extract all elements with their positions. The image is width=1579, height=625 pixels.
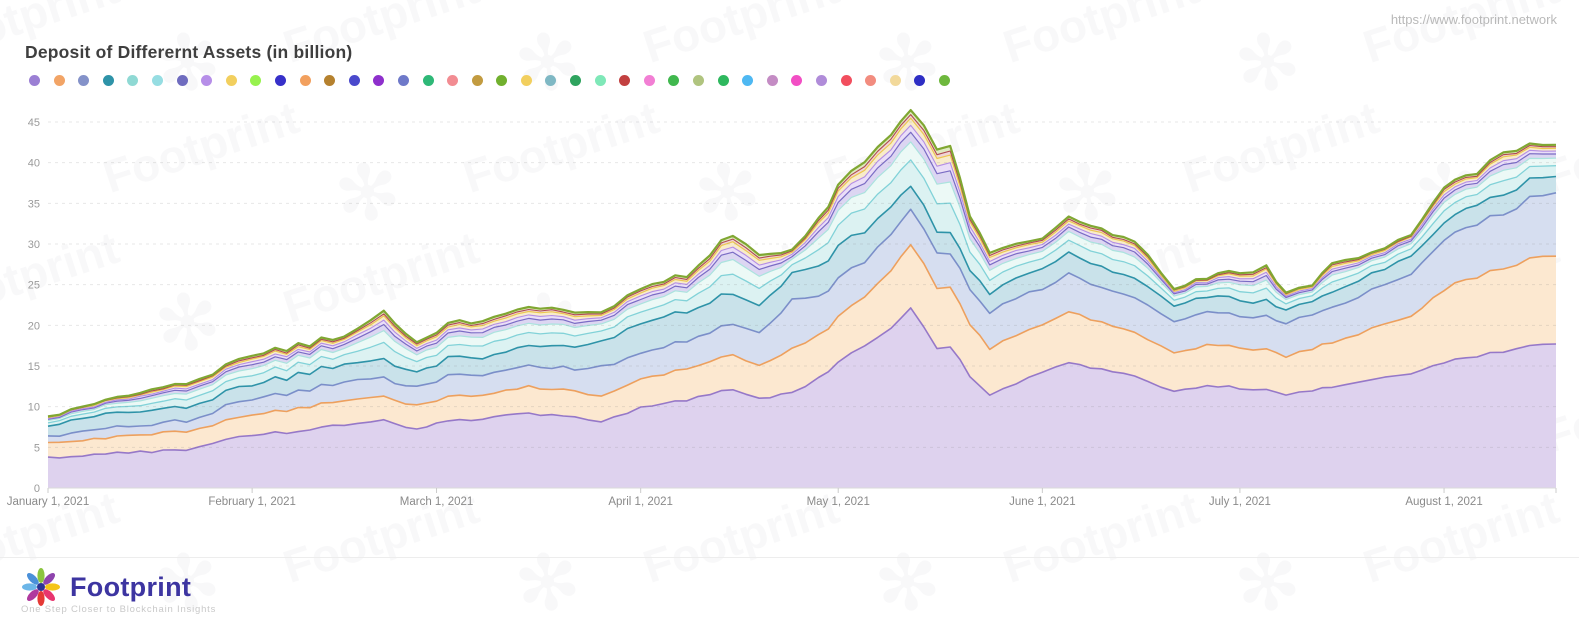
legend-dot[interactable] xyxy=(53,75,65,86)
asset-thin-yellow-line xyxy=(47,117,1557,419)
legend-dot[interactable] xyxy=(594,75,606,86)
asset-pale-cyan-1-area[interactable] xyxy=(48,159,1556,427)
legend-dot[interactable] xyxy=(324,75,336,86)
legend-dot[interactable] xyxy=(742,75,754,86)
logo-petal xyxy=(37,591,45,606)
legend-dot[interactable] xyxy=(225,75,237,86)
asset-pale-cyan-1-line xyxy=(47,159,1557,424)
legend-dot[interactable] xyxy=(668,75,680,86)
x-axis-tick-label: February 1, 2021 xyxy=(208,496,296,508)
footprint-watermark-text: Footprint xyxy=(996,0,1205,73)
legend-dot[interactable] xyxy=(373,75,385,86)
legend-dot[interactable] xyxy=(816,75,827,86)
y-axis-tick-label: 30 xyxy=(28,239,40,251)
asset-teal-area[interactable] xyxy=(48,176,1556,437)
asset-thin-violet-area[interactable] xyxy=(48,125,1556,420)
legend-dot[interactable] xyxy=(840,75,852,86)
legend-dot[interactable] xyxy=(889,75,901,86)
legend-dot[interactable] xyxy=(176,75,188,86)
logo-petal xyxy=(43,589,56,602)
legend-dot[interactable] xyxy=(422,75,434,86)
legend-dot[interactable] xyxy=(619,75,631,86)
asset-pale-cyan-2-line xyxy=(47,141,1557,422)
asset-thin-purple-area[interactable] xyxy=(48,132,1556,421)
asset-pale-cyan-2-area[interactable] xyxy=(48,141,1556,423)
legend-dot[interactable] xyxy=(570,75,582,86)
legend-dot[interactable] xyxy=(29,75,40,86)
legend-dot[interactable] xyxy=(471,75,483,86)
legend-dot[interactable] xyxy=(78,75,90,86)
y-axis-tick-label: 35 xyxy=(28,198,40,210)
y-axis-tick-label: 5 xyxy=(34,442,40,454)
legend-dot[interactable] xyxy=(127,75,139,86)
y-axis-tick-label: 10 xyxy=(28,402,40,414)
x-axis-tick-label: January 1, 2021 xyxy=(7,496,89,508)
y-axis-tick-label: 0 xyxy=(34,483,40,495)
footer: Footprint One Step Closer to Blockchain … xyxy=(0,557,1579,625)
asset-periwinkle-area[interactable] xyxy=(48,192,1556,443)
logo-petal xyxy=(22,583,37,591)
legend-dot[interactable] xyxy=(717,75,729,86)
brand-name: Footprint xyxy=(70,571,192,602)
footer-tagline: One Step Closer to Blockchain Insights xyxy=(21,604,217,615)
legend-dot[interactable] xyxy=(496,75,508,86)
footprint-logo-flower-icon xyxy=(22,568,60,606)
stacked-area-chart[interactable]: 0 5 10 15 20 25 30 35 40 45 January 1, 2021 Februar… xyxy=(0,95,1579,525)
asset-periwinkle-line xyxy=(47,192,1557,437)
legend-dot[interactable] xyxy=(938,75,950,86)
legend-dot[interactable] xyxy=(348,75,360,86)
asset-peach-line xyxy=(47,244,1557,444)
asset-top-green-line xyxy=(47,109,1557,418)
chart-legend xyxy=(29,75,950,89)
legend-dot[interactable] xyxy=(397,75,409,86)
legend-dot[interactable] xyxy=(274,75,286,86)
asset-teal-line xyxy=(47,175,1557,427)
legend-dot[interactable] xyxy=(250,75,262,86)
legend-dot[interactable] xyxy=(447,75,459,86)
legend-dot[interactable] xyxy=(545,75,557,86)
x-axis-tick-label: May 1, 2021 xyxy=(807,496,870,508)
x-axis-tick-label: April 1, 2021 xyxy=(608,496,673,508)
y-axis-tick-label: 25 xyxy=(28,280,40,292)
y-axis-tick-label: 45 xyxy=(28,117,40,129)
legend-dot[interactable] xyxy=(201,75,213,86)
legend-dot[interactable] xyxy=(865,75,877,86)
legend-dot[interactable] xyxy=(766,75,778,86)
y-axis-tick-label: 20 xyxy=(28,320,40,332)
logo-petal xyxy=(26,589,39,602)
asset-lavender-line xyxy=(47,307,1557,459)
logo-petal xyxy=(45,583,60,591)
brand-row: Footprint xyxy=(20,564,191,610)
x-axis-tick-label: July 1, 2021 xyxy=(1209,496,1271,508)
x-axis-tick-label: March 1, 2021 xyxy=(400,496,474,508)
legend-dot[interactable] xyxy=(151,75,163,86)
legend-dot[interactable] xyxy=(520,75,532,86)
asset-lavender-area[interactable] xyxy=(48,307,1556,488)
logo-petal xyxy=(26,572,39,585)
y-axis-tick-label: 40 xyxy=(28,158,40,170)
asset-thin-violet-line xyxy=(47,124,1557,419)
legend-dot[interactable] xyxy=(102,75,114,86)
asset-thin-purple-line xyxy=(47,131,1556,420)
x-axis-tick-label: June 1, 2021 xyxy=(1009,496,1076,508)
footprint-watermark-text: Footprint xyxy=(636,0,845,73)
legend-dot[interactable] xyxy=(693,75,705,86)
legend-dot[interactable] xyxy=(643,75,655,86)
chart-title: Deposit of Differernt Assets (in billion… xyxy=(25,42,353,62)
asset-thin-yellow-area[interactable] xyxy=(48,118,1556,419)
y-axis-tick-label: 15 xyxy=(28,361,40,373)
legend-dot[interactable] xyxy=(299,75,311,86)
logo-petal xyxy=(37,568,45,583)
legend-dot[interactable] xyxy=(914,75,926,86)
source-url: https://www.footprint.network xyxy=(1390,12,1557,27)
logo-petal xyxy=(43,572,56,585)
x-axis-tick-label: August 1, 2021 xyxy=(1405,496,1482,508)
legend-dot[interactable] xyxy=(791,75,803,86)
asset-peach-area[interactable] xyxy=(48,244,1556,458)
logo-center-dot xyxy=(37,583,45,591)
